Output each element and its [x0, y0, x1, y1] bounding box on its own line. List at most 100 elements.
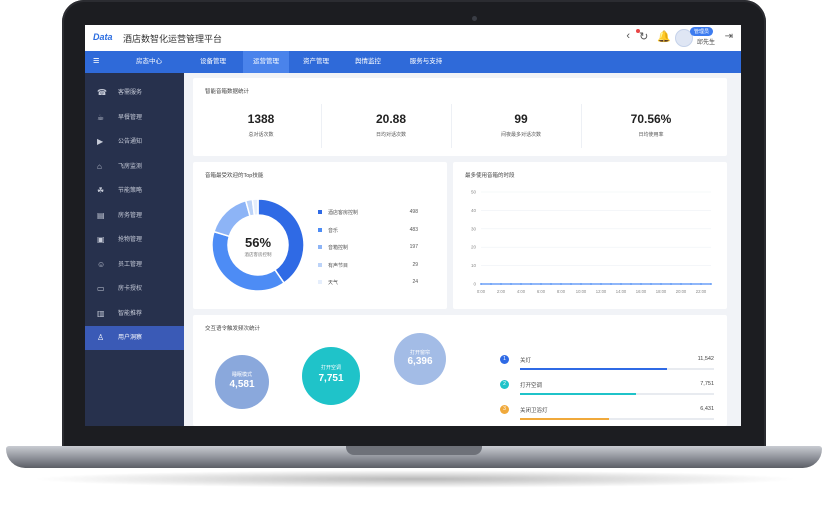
logout-icon[interactable]: ⇥ — [724, 31, 733, 42]
nav-tab-0[interactable]: 房态中心 — [136, 58, 162, 65]
usage-point — [560, 283, 562, 285]
usage-point — [700, 283, 702, 285]
rank-bar-fill — [520, 393, 637, 395]
rank-number: 1 — [500, 355, 509, 364]
rank-number: 2 — [500, 380, 509, 389]
sidebar-item-label: 客需服务 — [118, 90, 143, 96]
nav-tab-5[interactable]: 服务与支持 — [409, 58, 443, 65]
rank-name: 关灯 — [520, 358, 532, 364]
rank-item: 1 关灯 11,542 — [500, 355, 714, 379]
x-tick-label: 18:00 — [656, 289, 667, 294]
bubble-value: 7,751 — [318, 373, 344, 385]
chart-icon: ▥ — [97, 308, 105, 318]
card-icon: ▭ — [97, 284, 105, 293]
sidebar-item-1[interactable]: ☕ 早餐管理 — [85, 106, 184, 130]
bell-icon[interactable]: 🔔 — [657, 31, 671, 43]
bubble-label: 打开窗帘 — [409, 349, 430, 356]
x-tick-label: 6:00 — [537, 289, 546, 294]
user-role-badge: 管理员 — [689, 27, 713, 36]
sidebar-item-label: 房务管理 — [118, 212, 143, 219]
donut-slice-4 — [251, 198, 259, 217]
sidebar-item-8[interactable]: ▭ 房卡授权 — [85, 277, 184, 301]
sidebar-item-9[interactable]: ▥ 智能推荐 — [85, 302, 184, 326]
donut-title: 音箱最受欢迎的Top技能 — [205, 173, 264, 179]
usage-point — [490, 283, 492, 285]
legend-name: 音乐 — [328, 227, 339, 234]
donut-chart: 56%酒店客房控制 — [211, 198, 305, 292]
rank-value: 11,542 — [697, 356, 714, 362]
legend-swatch — [318, 280, 322, 284]
main-nav: ≡ 房态中心 设备管理 运营管理 资产管理 舆情监控 服务与支持 — [85, 51, 741, 73]
usage-point — [520, 283, 522, 285]
coffee-icon: ☕ — [97, 112, 105, 122]
sidebar-item-0[interactable]: ☎ 客需服务 — [85, 81, 184, 105]
hourly-usage-chart: 0 10 20 30 40 50 0:00 2:00 4:00 6:00 8:00 10:00 12:0… — [471, 190, 712, 294]
rank-item: 2 打开空调 7,751 — [500, 380, 714, 404]
bubble-value: 4,581 — [229, 379, 255, 391]
bubble-label: 睡眠模式 — [231, 372, 252, 379]
stat-label: 间夜最多对话次数 — [500, 132, 541, 138]
legend-name: 酒店客房控制 — [328, 210, 359, 216]
app-screen: Data 酒店数智化运营管理平台 ‹ ↻ 🔔 管理员 邱先生 ⇥ ≡ 房态中心 设… — [85, 25, 741, 426]
stat-box-2: 99 间夜最多对话次数 — [461, 104, 582, 148]
menu-icon[interactable]: ≡ — [93, 55, 100, 67]
stats-card: 智能音箱数据统计 1388 总对话次数 20.88 日均对话次数 99 间夜最多对话次数 7… — [193, 78, 727, 156]
sidebar-item-4[interactable]: ☘ 节能策略 — [85, 179, 184, 203]
stat-value: 99 — [514, 112, 528, 126]
nav-tab-1[interactable]: 设备管理 — [200, 58, 226, 65]
legend-name: 有声节目 — [328, 262, 349, 269]
nav-tab-2[interactable]: 运营管理 — [243, 51, 289, 73]
usage-point — [620, 283, 622, 285]
refresh-icon[interactable]: ↻ — [639, 31, 649, 43]
sidebar-item-3[interactable]: ⌂ 飞房监测 — [85, 155, 184, 179]
legend-value: 29 — [412, 261, 418, 268]
legend-item: 天气 24 — [318, 278, 418, 288]
donut-hole — [230, 217, 286, 273]
sidebar-item-label: 用户洞察 — [118, 335, 143, 341]
rank-name: 打开空调 — [520, 383, 543, 389]
app-title: 酒店数智化运营管理平台 — [123, 34, 223, 44]
avatar[interactable] — [675, 29, 693, 47]
usage-point — [710, 283, 712, 285]
person-icon: ♙ — [97, 333, 105, 342]
sidebar-item-7[interactable]: ☺ 员工管理 — [85, 253, 184, 277]
stat-value: 1388 — [247, 112, 275, 126]
legend-swatch — [318, 227, 322, 232]
usage-point — [480, 283, 482, 285]
legend-swatch — [318, 262, 322, 267]
x-tick-label: 14:00 — [616, 289, 627, 294]
usage-point — [550, 283, 552, 285]
legend-item: 有声节目 29 — [318, 261, 418, 271]
rank-bar-track — [520, 393, 714, 395]
nav-tab-3[interactable]: 资产管理 — [303, 58, 329, 65]
sidebar-item-label: 飞房监测 — [118, 163, 143, 170]
notification-dot — [636, 29, 640, 33]
usage-point — [500, 283, 502, 285]
rank-bar-track — [520, 368, 714, 370]
y-tick-label: 40 — [471, 208, 477, 213]
sidebar-item-10[interactable]: ♙ 用户洞察 — [85, 326, 184, 350]
sidebar-item-2[interactable]: ▶ 公告通知 — [85, 130, 184, 154]
y-tick-label: 50 — [471, 190, 477, 195]
legend-swatch — [318, 245, 322, 249]
legend-item: 音箱控制 197 — [318, 243, 418, 253]
sidebar-item-5[interactable]: ▤ 房务管理 — [85, 204, 184, 228]
sidebar-item-label: 公告通知 — [118, 139, 143, 145]
sidebar-item-6[interactable]: ▣ 抢物管理 — [85, 228, 184, 252]
home-icon: ⌂ — [97, 161, 102, 171]
x-tick-label: 12:00 — [596, 289, 607, 294]
usage-point — [580, 283, 582, 285]
command-bubble: 睡眠模式 4,581 — [215, 355, 269, 409]
nav-tab-4[interactable]: 舆情监控 — [355, 58, 381, 65]
user-name[interactable]: 邱先生 — [696, 40, 715, 46]
logo: Data — [93, 32, 113, 42]
x-tick-label: 2:00 — [497, 289, 506, 294]
usage-point — [650, 283, 652, 285]
box-icon: ▣ — [97, 235, 105, 244]
sidebar-item-label: 节能策略 — [118, 188, 143, 194]
sidebar-item-label: 员工管理 — [118, 261, 143, 268]
legend-value: 483 — [409, 226, 418, 233]
back-icon[interactable]: ‹ — [626, 30, 631, 42]
donut-center-label: 酒店客房控制 — [245, 251, 272, 258]
stat-label: 总对话次数 — [248, 132, 274, 138]
